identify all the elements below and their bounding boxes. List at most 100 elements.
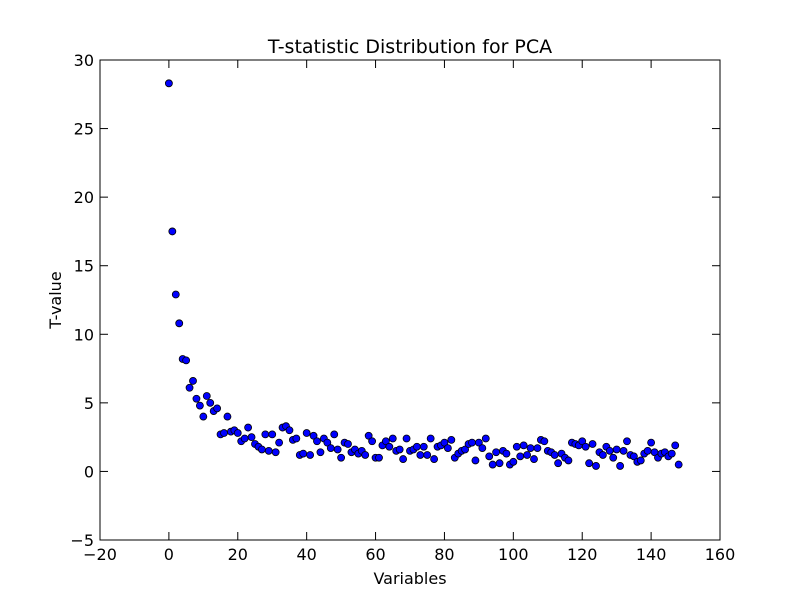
data-point — [619, 446, 628, 455]
data-point — [168, 227, 177, 236]
data-point — [202, 392, 211, 400]
data-point — [523, 451, 532, 459]
data-point — [195, 401, 204, 410]
data-point — [578, 437, 587, 446]
data-point — [426, 434, 435, 443]
data-point — [478, 444, 487, 453]
data-point — [309, 431, 318, 440]
x-tick-label: 160 — [705, 545, 736, 564]
data-point — [440, 438, 449, 447]
x-tick-label: 40 — [296, 545, 316, 564]
x-tick-label: 120 — [567, 545, 598, 564]
data-point — [189, 377, 197, 385]
data-point — [292, 434, 301, 443]
data-point — [481, 434, 490, 443]
x-axis-title: Variables — [373, 569, 446, 588]
data-point — [264, 446, 273, 455]
data-point — [671, 441, 680, 450]
data-point — [488, 460, 497, 469]
data-point — [306, 451, 315, 459]
data-point — [509, 457, 518, 466]
y-tick-label: 0 — [84, 462, 94, 481]
data-point — [257, 445, 266, 454]
data-point — [447, 435, 456, 444]
data-point — [302, 429, 311, 437]
axis-ticks — [99, 59, 721, 541]
data-point — [581, 442, 590, 451]
data-point — [519, 441, 528, 450]
data-point — [468, 438, 476, 447]
data-point — [495, 459, 504, 468]
data-point — [636, 456, 645, 465]
data-point — [629, 452, 638, 461]
data-point — [533, 444, 542, 453]
data-point — [592, 462, 600, 470]
data-point — [164, 79, 173, 88]
data-point — [399, 455, 408, 463]
data-point — [220, 429, 228, 437]
data-points — [164, 79, 683, 470]
data-point — [313, 437, 321, 446]
data-point — [502, 449, 511, 458]
data-point — [395, 445, 404, 454]
data-point — [674, 460, 683, 469]
data-point — [285, 426, 294, 435]
data-point — [275, 438, 284, 447]
data-point — [344, 440, 352, 448]
data-point — [206, 398, 215, 407]
plot-area — [100, 60, 720, 540]
chart-title: T-statistic Distribution for PCA — [267, 36, 552, 58]
data-point — [609, 453, 618, 462]
data-point — [333, 445, 342, 454]
y-tick-label: 20 — [74, 188, 94, 207]
data-point — [375, 453, 383, 462]
data-point — [643, 446, 652, 455]
y-axis-title: T-value — [46, 271, 65, 329]
x-tick-label: 20 — [228, 545, 248, 564]
data-point — [598, 451, 607, 459]
data-point — [247, 433, 256, 442]
data-point — [416, 451, 425, 459]
data-point — [412, 442, 421, 451]
data-point — [550, 451, 559, 459]
data-point — [223, 412, 232, 421]
data-point — [526, 444, 535, 453]
x-tick-label: 80 — [434, 545, 454, 564]
data-point — [485, 452, 494, 461]
data-point — [588, 440, 597, 448]
data-point — [326, 444, 335, 453]
data-point — [323, 438, 332, 447]
data-point — [388, 434, 397, 443]
data-point — [461, 445, 470, 454]
data-point — [368, 437, 377, 446]
data-point — [261, 430, 270, 439]
data-point — [612, 445, 621, 454]
data-point — [554, 459, 563, 468]
x-tick-label: 100 — [498, 545, 529, 564]
data-point — [564, 456, 573, 465]
data-point — [385, 442, 394, 451]
data-point — [185, 383, 194, 392]
data-point — [381, 437, 390, 446]
data-point — [471, 456, 480, 465]
data-point — [530, 455, 538, 463]
data-point — [430, 455, 439, 463]
plot-frame — [99, 59, 721, 541]
y-tick-label: 15 — [74, 257, 94, 276]
data-point — [512, 442, 521, 451]
data-point — [623, 437, 631, 446]
data-point — [271, 448, 280, 457]
data-point — [316, 448, 325, 457]
x-tick-label: 60 — [365, 545, 385, 564]
data-point — [244, 423, 253, 432]
data-point — [616, 462, 625, 470]
data-point — [402, 434, 411, 443]
x-tick-label: 140 — [636, 545, 667, 564]
y-tick-label: 10 — [74, 325, 94, 344]
data-point — [171, 290, 180, 299]
axis-tick-labels: −20 0 20 40 60 80 100 120 140 160 −5 0 5 10 15 20 25 30 — [70, 51, 735, 564]
data-point — [585, 459, 594, 468]
y-tick-label: 5 — [84, 394, 94, 413]
x-tick-label: −20 — [83, 545, 117, 564]
y-tick-label: 30 — [74, 51, 94, 70]
